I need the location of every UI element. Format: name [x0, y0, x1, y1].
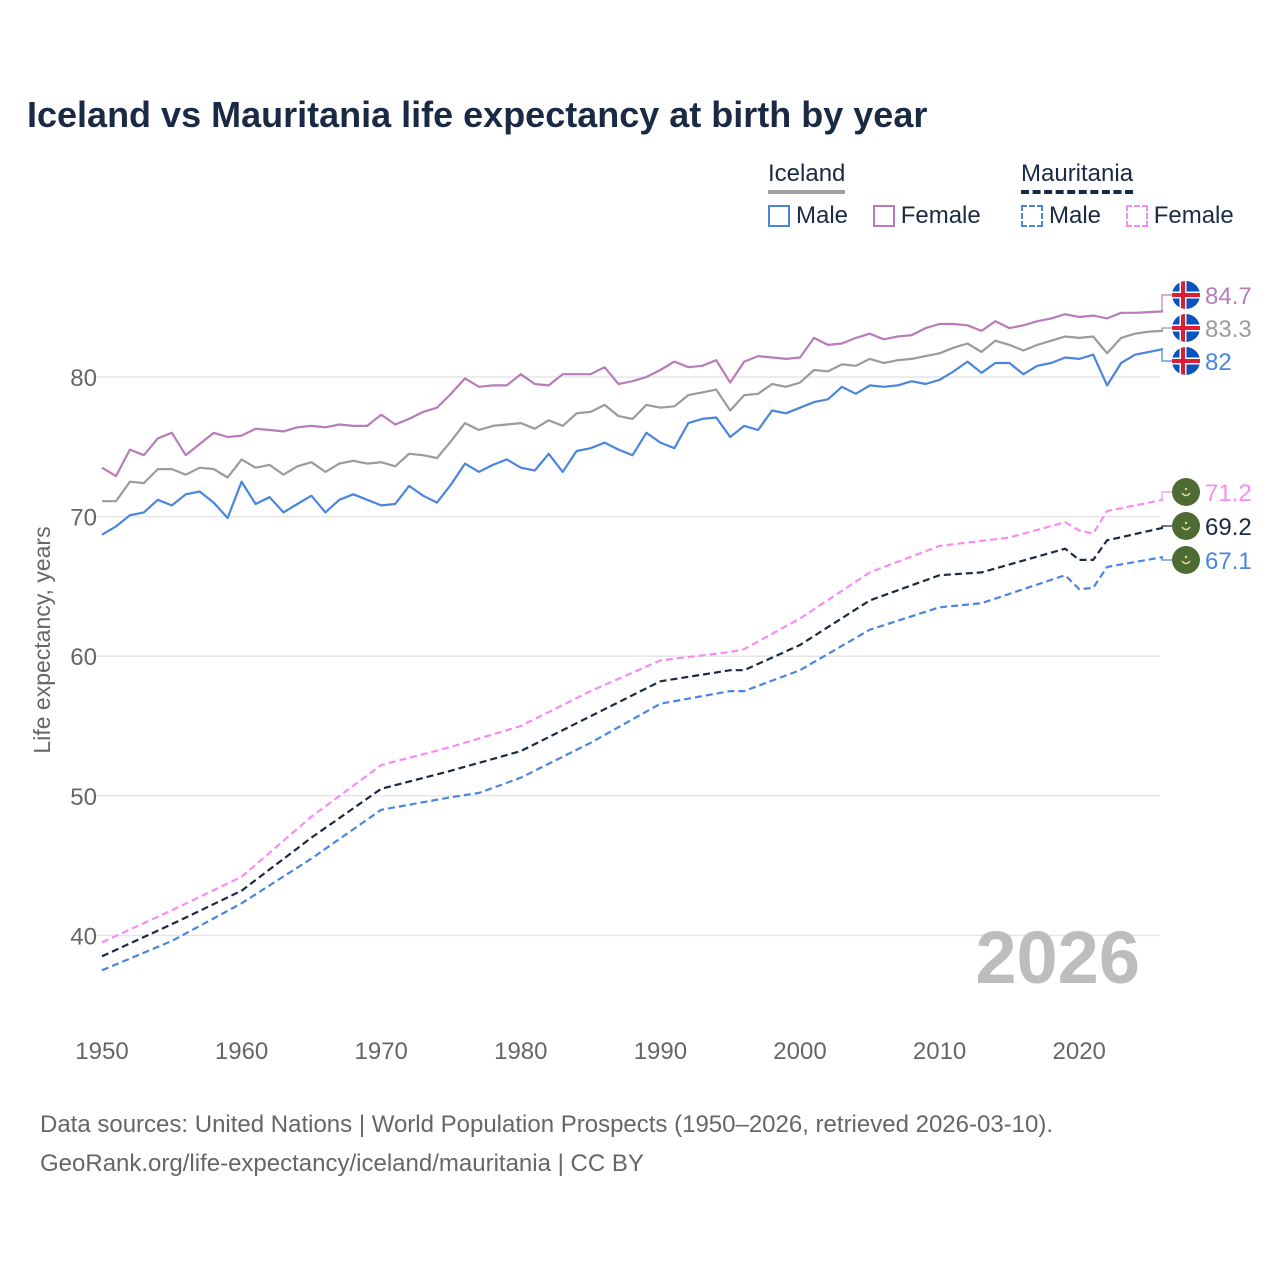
flag-field [1172, 546, 1200, 574]
flag-star [1184, 521, 1188, 525]
flag-cross-red [1172, 293, 1200, 297]
series-line-mauritania-total [101, 526, 1164, 958]
end-value-label: 67.1 [1205, 548, 1252, 575]
y-tick-label: 40 [70, 923, 97, 950]
end-value-label: 83.3 [1205, 316, 1252, 343]
legend-label: Male [796, 202, 849, 229]
flag-crescent [1181, 526, 1191, 531]
label-connector [1161, 348, 1172, 362]
flag-crescent [1181, 560, 1191, 565]
x-tick-label: 2000 [773, 1038, 826, 1065]
source-url[interactable]: GeoRank.org/life-expectancy/iceland/maur… [40, 1150, 644, 1177]
iceland-flag-icon [1172, 314, 1200, 342]
flag-cross-red [1181, 281, 1185, 309]
x-tick-label: 2020 [1053, 1038, 1106, 1065]
chart-title: Iceland vs Mauritania life expectancy at… [27, 94, 928, 135]
source-line: Data sources: United Nations | World Pop… [40, 1111, 1054, 1138]
mauritania-flag-icon [1172, 512, 1200, 540]
end-value-label: 84.7 [1205, 283, 1252, 310]
label-connector [1161, 491, 1172, 501]
end-value-label: 69.2 [1205, 514, 1252, 541]
flag-star [1184, 487, 1188, 491]
end-value-label: 71.2 [1205, 480, 1252, 507]
label-connector [1161, 327, 1172, 332]
label-connector [1161, 294, 1172, 312]
series-line-mauritania-male [101, 556, 1164, 972]
legend-iceland: Iceland Male Female [768, 160, 999, 234]
series-line-iceland-female [101, 310, 1164, 478]
flag-cross-red [1181, 347, 1185, 375]
y-tick-label: 70 [70, 505, 97, 532]
legend-iceland-title: Iceland [768, 160, 846, 194]
label-connector [1161, 556, 1172, 561]
legend-iceland-female[interactable]: Female [872, 202, 981, 230]
y-tick-label: 80 [70, 365, 97, 392]
flag-cross-red [1172, 359, 1200, 363]
legend-label: Male [1049, 202, 1102, 229]
flag-body [1172, 281, 1200, 309]
flag-field [1172, 478, 1200, 506]
legend-mauritania: Mauritania Male Female [1021, 160, 1252, 234]
legend-mauritania-title: Mauritania [1021, 160, 1134, 194]
legend-label: Female [1153, 202, 1234, 229]
year-watermark: 2026 [975, 916, 1140, 999]
iceland-flag-icon [1172, 347, 1200, 375]
y-tick-label: 50 [70, 784, 97, 811]
flag-star [1184, 555, 1188, 559]
legend-swatch [768, 205, 790, 227]
series-line-iceland-male [101, 348, 1164, 536]
y-axis-label: Life expectancy, years [29, 526, 55, 753]
source-note: Data sources: United Nations | World Pop… [40, 1105, 1053, 1183]
legend-swatch [1125, 205, 1148, 227]
iceland-flag-icon [1172, 281, 1200, 309]
flag-body [1172, 347, 1200, 375]
flag-crescent [1181, 492, 1191, 497]
x-tick-label: 1980 [494, 1038, 547, 1065]
flag-body [1172, 314, 1200, 342]
y-tick-label: 60 [70, 644, 97, 671]
x-tick-label: 1970 [355, 1038, 408, 1065]
series-line-mauritania-female [101, 498, 1164, 944]
flag-cross-red [1181, 314, 1185, 342]
legend-iceland-male[interactable]: Male [768, 202, 848, 230]
flag-cross-red [1172, 326, 1200, 330]
x-tick-label: 2010 [913, 1038, 966, 1065]
flag-field [1172, 512, 1200, 540]
legend-mauritania-male[interactable]: Male [1021, 202, 1101, 230]
legend-mauritania-female[interactable]: Female [1125, 202, 1234, 230]
legend-label: Female [900, 202, 981, 229]
label-connector [1161, 525, 1172, 529]
mauritania-flag-icon [1172, 478, 1200, 506]
end-value-label: 82 [1205, 349, 1232, 376]
series-line-iceland-total [102, 329, 1164, 503]
x-tick-label: 1960 [215, 1038, 268, 1065]
legend-swatch [1021, 205, 1043, 227]
legend-swatch [872, 205, 895, 227]
x-tick-label: 1950 [75, 1038, 128, 1065]
x-tick-label: 1990 [634, 1038, 687, 1065]
mauritania-flag-icon [1172, 546, 1200, 574]
